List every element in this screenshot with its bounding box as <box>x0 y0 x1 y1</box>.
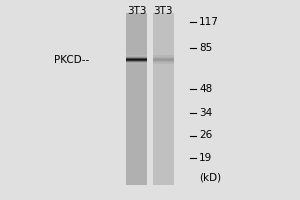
Text: 26: 26 <box>199 130 212 140</box>
Bar <box>153 13 174 185</box>
Text: 85: 85 <box>199 43 212 53</box>
Text: 48: 48 <box>199 84 212 94</box>
Text: 3T3: 3T3 <box>154 6 173 16</box>
Text: (kD): (kD) <box>199 173 221 183</box>
Text: 34: 34 <box>199 108 212 118</box>
Text: 3T3: 3T3 <box>127 6 146 16</box>
Bar <box>126 13 147 185</box>
Text: 117: 117 <box>199 17 219 27</box>
Text: PKCD--: PKCD-- <box>54 55 89 65</box>
Text: 19: 19 <box>199 153 212 163</box>
